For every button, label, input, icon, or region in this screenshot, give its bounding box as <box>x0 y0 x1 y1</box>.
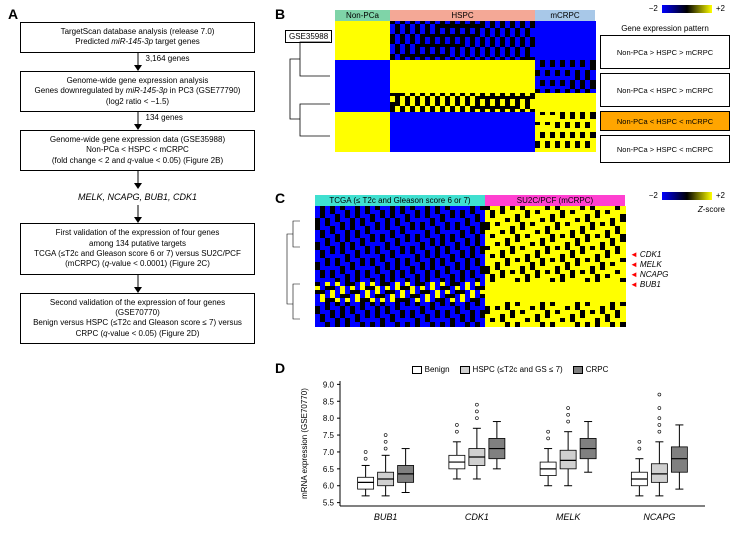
flow-box-1-line1: TargetScan database analysis (release 7.… <box>27 27 248 37</box>
flow-box-4-line3: TCGA (≤T2c and Gleason score 6 or 7) ver… <box>27 249 248 259</box>
legend-item: Benign <box>412 365 450 374</box>
pattern-box: Non-PCa > HSPC > mCRPC <box>600 35 730 69</box>
flow-box-4: First validation of the expression of fo… <box>20 223 255 275</box>
svg-text:8.5: 8.5 <box>323 397 335 406</box>
pattern-box: Non-PCa < HSPC < mCRPC <box>600 111 730 131</box>
svg-text:BUB1: BUB1 <box>374 512 398 522</box>
pattern-boxes: Gene expression pattern Non-PCa > HSPC >… <box>600 24 730 167</box>
panel-a-label: A <box>8 6 18 22</box>
pattern-header: Gene expression pattern <box>600 24 730 33</box>
svg-text:9.0: 9.0 <box>323 380 335 389</box>
svg-text:NCAPG: NCAPG <box>643 512 675 522</box>
legend-item: CRPC <box>573 365 609 374</box>
arrow-1-label: 3,164 genes <box>146 54 190 63</box>
gene-arrow-cdk1: ◄CDK1 <box>630 250 668 259</box>
svg-text:7.5: 7.5 <box>323 431 335 440</box>
flow-box-3-line2: Non-PCa < HSPC < mCRPC <box>27 145 248 155</box>
flow-box-4-line2: among 134 putative targets <box>27 239 248 249</box>
flow-box-4-line4: (mCRPC) (q-value < 0.0001) (Figure 2C) <box>27 259 248 269</box>
flow-arrow-1: 3,164 genes <box>20 53 255 71</box>
flow-arrow-4 <box>20 205 255 223</box>
colorbar-c-min: −2 <box>649 191 658 200</box>
gene-arrow-melk: ◄MELK <box>630 260 668 269</box>
flow-box-2-line2: Genes downregulated by miR-145-3p in PC3… <box>27 86 248 96</box>
svg-text:6.0: 6.0 <box>323 482 335 491</box>
flow-arrow-5 <box>20 275 255 293</box>
flow-box-3: Genome-wide gene expression data (GSE359… <box>20 130 255 171</box>
flow-arrow-2: 134 genes <box>20 112 255 130</box>
flow-box-5: Second validation of the expression of f… <box>20 293 255 345</box>
flow-box-5-line2: Benign versus HSPC (≤T2c and Gleason sco… <box>27 318 248 328</box>
svg-text:6.5: 6.5 <box>323 465 335 474</box>
svg-text:5.5: 5.5 <box>323 499 335 508</box>
heatmap-c-header-cell: SU2C/PCF (mCRPC) <box>485 195 625 206</box>
svg-text:8.0: 8.0 <box>323 414 335 423</box>
legend-d: Benign HSPC (≤T2c and GS ≤ 7) CRPC <box>285 365 735 374</box>
heatmap-b-header-cell: mCRPC <box>535 10 595 21</box>
flow-box-2: Genome-wide gene expression analysis Gen… <box>20 71 255 112</box>
gene-arrow-ncapg: ◄NCAPG <box>630 270 668 279</box>
pattern-box: Non-PCa < HSPC > mCRPC <box>600 73 730 107</box>
flow-arrow-3 <box>20 171 255 189</box>
flow-box-5-line3: CRPC (q-value < 0.05) (Figure 2D) <box>27 329 248 339</box>
flow-box-1-line2: Predicted miR-145-3p target genes <box>27 37 248 47</box>
gene-list: MELK, NCAPG, BUB1, CDK1 <box>20 189 255 205</box>
colorbar-c-gradient <box>662 192 712 200</box>
svg-text:mRNA expression (GSE70770): mRNA expression (GSE70770) <box>300 388 309 499</box>
gene-arrow-bub1: ◄BUB1 <box>630 280 668 289</box>
heatmap-c-grid <box>315 206 625 326</box>
dendrogram-c <box>285 209 313 329</box>
gene-labels-c: ◄CDK1◄MELK◄NCAPG◄BUB1 <box>630 250 668 290</box>
heatmap-c-header-cell: TCGA (≤ T2c and Gleason score 6 or 7) <box>315 195 485 206</box>
heatmap-b-header: Non-PCaHSPCmCRPC <box>335 10 735 21</box>
svg-text:CDK1: CDK1 <box>465 512 489 522</box>
panel-d: Benign HSPC (≤T2c and GS ≤ 7) CRPC 5.5 6.0 6… <box>285 365 735 536</box>
heatmap-b-header-cell: HSPC <box>390 10 535 21</box>
legend-item: HSPC (≤T2c and GS ≤ 7) <box>460 365 563 374</box>
heatmap-b-grid <box>335 21 595 151</box>
pattern-box: Non-PCa > HSPC < mCRPC <box>600 135 730 163</box>
flow-box-2-line3: (log2 ratio < −1.5) <box>27 97 248 107</box>
panel-c-label: C <box>275 190 285 206</box>
dendrogram-b <box>285 24 330 154</box>
flow-box-3-line1: Genome-wide gene expression data (GSE359… <box>27 135 248 145</box>
panel-b-label: B <box>275 6 285 22</box>
arrow-2-label: 134 genes <box>146 113 183 122</box>
boxplot-svg: 5.5 6.0 6.5 7.0 7.5 8.0 8.5 9.0 mRNA expression … <box>295 376 715 536</box>
colorbar-c: −2 +2 <box>649 191 725 200</box>
flow-box-5-line1: Second validation of the expression of f… <box>27 298 248 319</box>
heatmap-b-header-cell: Non-PCa <box>335 10 390 21</box>
flow-box-4-line1: First validation of the expression of fo… <box>27 228 248 238</box>
flow-box-2-line1: Genome-wide gene expression analysis <box>27 76 248 86</box>
flow-box-1: TargetScan database analysis (release 7.… <box>20 22 255 53</box>
boxplot-area: 5.5 6.0 6.5 7.0 7.5 8.0 8.5 9.0 mRNA expression … <box>295 376 715 536</box>
panel-d-label: D <box>275 360 285 376</box>
zscore-label: Z-score <box>698 205 725 214</box>
svg-text:7.0: 7.0 <box>323 448 335 457</box>
flow-box-3-line3: (fold change < 2 and q-value < 0.05) (Fi… <box>27 156 248 166</box>
colorbar-c-max: +2 <box>716 191 725 200</box>
flowchart: TargetScan database analysis (release 7.… <box>20 22 255 344</box>
panel-b: −2 +2 Non-PCaHSPCmCRPC GSE35988 Gene exp… <box>285 10 735 151</box>
panel-c: −2 +2 Z-score TCGA (≤ T2c and Gleason sc… <box>285 195 735 326</box>
svg-text:MELK: MELK <box>556 512 582 522</box>
